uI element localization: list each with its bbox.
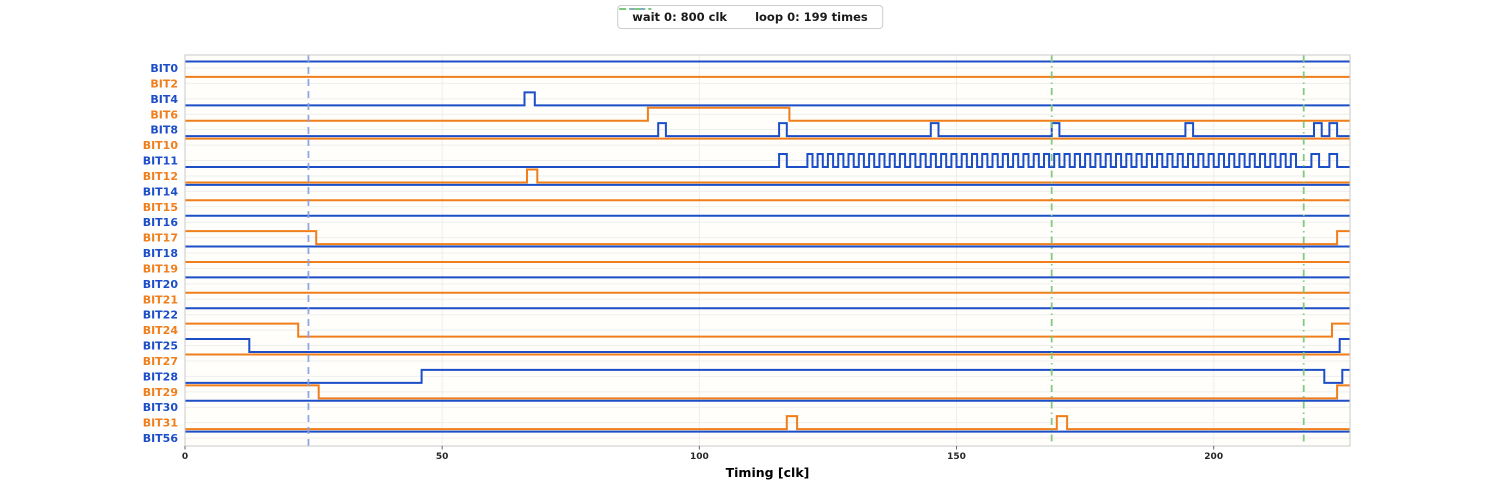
signal-label-BIT27: BIT27 bbox=[143, 355, 178, 368]
signal-trace-BIT31 bbox=[185, 415, 1350, 431]
signal-trace-BIT12 bbox=[185, 168, 1350, 184]
legend-item-wait: wait 0: 800 clk bbox=[619, 8, 728, 24]
signal-label-BIT11: BIT11 bbox=[143, 155, 178, 168]
signal-label-BIT24: BIT24 bbox=[143, 324, 179, 337]
signal-label-BIT12: BIT12 bbox=[143, 170, 178, 183]
legend: wait 0: 800 clk loop 0: 199 times bbox=[617, 5, 883, 29]
x-tick-label: 0 bbox=[182, 452, 188, 462]
signal-label-BIT22: BIT22 bbox=[143, 309, 178, 322]
signal-label-BIT28: BIT28 bbox=[143, 370, 178, 383]
legend-item-loop: loop 0: 199 times bbox=[619, 8, 868, 24]
x-axis-label: Timing [clk] bbox=[725, 465, 810, 480]
signal-label-BIT6: BIT6 bbox=[150, 108, 178, 121]
signal-label-BIT10: BIT10 bbox=[143, 139, 179, 152]
signal-label-BIT30: BIT30 bbox=[143, 401, 179, 414]
signal-label-BIT31: BIT31 bbox=[143, 417, 178, 430]
signal-label-BIT21: BIT21 bbox=[143, 293, 178, 306]
x-tick-label: 150 bbox=[947, 452, 966, 462]
signal-label-BIT56: BIT56 bbox=[143, 432, 179, 445]
x-tick-label: 200 bbox=[1204, 452, 1223, 462]
signal-trace-BIT29 bbox=[185, 384, 1350, 400]
signal-label-BIT15: BIT15 bbox=[143, 201, 178, 214]
signal-trace-BIT6 bbox=[185, 106, 1350, 122]
x-tick-label: 100 bbox=[690, 452, 709, 462]
signal-label-BIT4: BIT4 bbox=[150, 93, 178, 106]
signal-label-BIT16: BIT16 bbox=[143, 216, 179, 229]
signal-trace-BIT25 bbox=[185, 338, 1350, 354]
signal-label-BIT8: BIT8 bbox=[150, 124, 178, 137]
plot-border bbox=[184, 54, 1351, 447]
legend-label-wait: wait 0: 800 clk bbox=[632, 10, 728, 24]
signal-label-BIT25: BIT25 bbox=[143, 340, 178, 353]
signal-trace-BIT11 bbox=[185, 153, 1350, 169]
signal-label-BIT20: BIT20 bbox=[143, 278, 179, 291]
signal-label-BIT17: BIT17 bbox=[143, 232, 178, 245]
x-tick-label: 50 bbox=[436, 452, 449, 462]
signal-trace-BIT24 bbox=[185, 322, 1350, 338]
plot-background bbox=[185, 55, 1350, 446]
loop-line-icon bbox=[619, 8, 652, 10]
signal-label-BIT2: BIT2 bbox=[150, 77, 178, 90]
signal-label-BIT18: BIT18 bbox=[143, 247, 178, 260]
signal-trace-BIT17 bbox=[185, 230, 1350, 246]
legend-label-loop: loop 0: 199 times bbox=[755, 10, 868, 24]
signal-trace-BIT28 bbox=[185, 368, 1350, 384]
signal-label-BIT14: BIT14 bbox=[143, 185, 179, 198]
signal-label-BIT19: BIT19 bbox=[143, 262, 178, 275]
signal-label-BIT0: BIT0 bbox=[150, 62, 178, 75]
signal-label-BIT29: BIT29 bbox=[143, 386, 178, 399]
signal-trace-BIT8 bbox=[185, 122, 1350, 138]
signal-trace-BIT4 bbox=[185, 91, 1350, 107]
